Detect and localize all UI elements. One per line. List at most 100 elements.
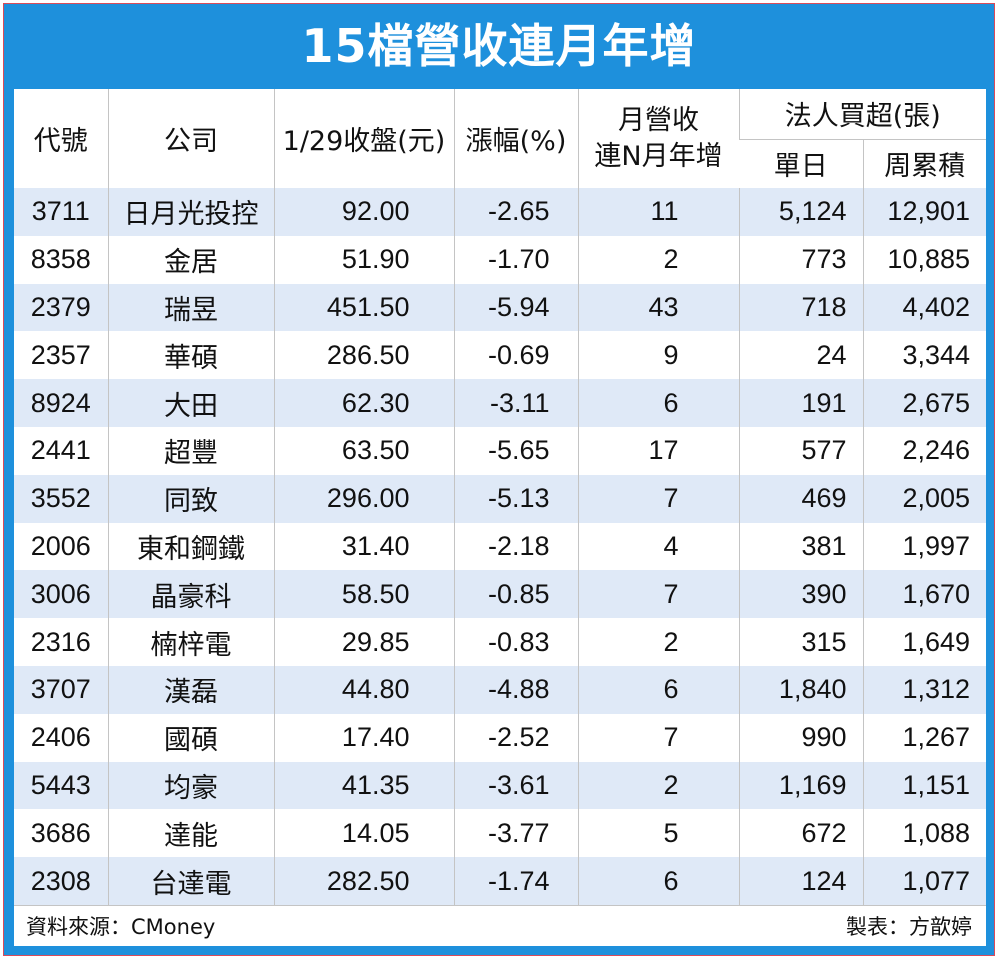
cell-weekly: 1,151 bbox=[862, 761, 987, 810]
cell-close: 63.50 bbox=[273, 426, 454, 475]
table-row: 3552 同致 296.00 -5.13 7 469 2,005 bbox=[14, 474, 987, 523]
cell-months: 7 bbox=[577, 474, 739, 523]
cell-close: 31.40 bbox=[273, 522, 454, 571]
cell-change: -2.65 bbox=[453, 188, 578, 236]
cell-close: 44.80 bbox=[273, 665, 454, 714]
cell-company: 漢磊 bbox=[107, 665, 274, 714]
cell-change: -5.94 bbox=[453, 283, 578, 332]
cell-code: 3552 bbox=[14, 474, 108, 523]
cell-company: 均豪 bbox=[107, 761, 274, 810]
cell-change: -5.65 bbox=[453, 426, 578, 475]
cell-single: 390 bbox=[738, 570, 863, 619]
cell-company: 台達電 bbox=[107, 857, 274, 905]
table-row: 2308 台達電 282.50 -1.74 6 124 1,077 bbox=[14, 857, 987, 905]
cell-weekly: 4,402 bbox=[862, 283, 987, 332]
cell-months: 4 bbox=[577, 522, 739, 571]
table-row: 2379 瑞昱 451.50 -5.94 43 718 4,402 bbox=[14, 283, 987, 332]
cell-single: 773 bbox=[738, 235, 863, 284]
cell-change: -4.88 bbox=[453, 665, 578, 714]
cell-single: 718 bbox=[738, 283, 863, 332]
cell-weekly: 1,997 bbox=[862, 522, 987, 571]
cell-months: 2 bbox=[577, 761, 739, 810]
table-row: 2316 楠梓電 29.85 -0.83 2 315 1,649 bbox=[14, 618, 987, 666]
cell-company: 楠梓電 bbox=[107, 618, 274, 666]
cell-code: 3686 bbox=[14, 809, 108, 858]
cell-months: 6 bbox=[577, 665, 739, 714]
footer: 資料來源：CMoney 製表：方歆婷 bbox=[14, 905, 986, 946]
cell-company: 超豐 bbox=[107, 426, 274, 475]
cell-single: 381 bbox=[738, 522, 863, 571]
header-months: 月營收 連N月年增 bbox=[577, 89, 739, 188]
cell-weekly: 10,885 bbox=[862, 235, 987, 284]
cell-change: -0.85 bbox=[453, 570, 578, 619]
table-row: 2441 超豐 63.50 -5.65 17 577 2,246 bbox=[14, 426, 987, 475]
cell-weekly: 2,005 bbox=[862, 474, 987, 523]
table-row: 5443 均豪 41.35 -3.61 2 1,169 1,151 bbox=[14, 761, 987, 810]
table-panel: 代號 公司 1/29收盤(元) 漲幅(%) 月營收 連N月年增 法人買超(張) … bbox=[14, 89, 987, 946]
cell-weekly: 1,077 bbox=[862, 857, 987, 905]
cell-change: -3.77 bbox=[453, 809, 578, 858]
cell-close: 14.05 bbox=[273, 809, 454, 858]
cell-company: 達能 bbox=[107, 809, 274, 858]
cell-close: 51.90 bbox=[273, 235, 454, 284]
cell-change: -0.83 bbox=[453, 618, 578, 666]
header-months-line1: 月營收 bbox=[618, 104, 699, 136]
header-institutional: 法人買超(張) bbox=[738, 89, 987, 139]
table-row: 2357 華碩 286.50 -0.69 9 24 3,344 bbox=[14, 331, 987, 380]
cell-code: 2006 bbox=[14, 522, 108, 571]
table-row: 3006 晶豪科 58.50 -0.85 7 390 1,670 bbox=[14, 570, 987, 619]
stock-table: 代號 公司 1/29收盤(元) 漲幅(%) 月營收 連N月年增 法人買超(張) … bbox=[14, 89, 987, 905]
cell-weekly: 1,312 bbox=[862, 665, 987, 714]
cell-change: -2.52 bbox=[453, 713, 578, 762]
cell-company: 日月光投控 bbox=[107, 188, 274, 236]
cell-weekly: 1,649 bbox=[862, 618, 987, 666]
table-row: 2406 國碩 17.40 -2.52 7 990 1,267 bbox=[14, 713, 987, 762]
cell-close: 41.35 bbox=[273, 761, 454, 810]
cell-close: 17.40 bbox=[273, 713, 454, 762]
page-title: 15檔營收連月年增 bbox=[301, 19, 697, 73]
cell-code: 5443 bbox=[14, 761, 108, 810]
cell-months: 9 bbox=[577, 331, 739, 380]
cell-weekly: 2,246 bbox=[862, 426, 987, 475]
cell-close: 286.50 bbox=[273, 331, 454, 380]
cell-close: 58.50 bbox=[273, 570, 454, 619]
cell-weekly: 2,675 bbox=[862, 379, 987, 427]
cell-single: 124 bbox=[738, 857, 863, 905]
cell-weekly: 3,344 bbox=[862, 331, 987, 380]
cell-change: -3.11 bbox=[453, 379, 578, 427]
cell-months: 5 bbox=[577, 809, 739, 858]
cell-months: 43 bbox=[577, 283, 739, 332]
cell-single: 469 bbox=[738, 474, 863, 523]
cell-single: 24 bbox=[738, 331, 863, 380]
cell-single: 577 bbox=[738, 426, 863, 475]
cell-weekly: 1,670 bbox=[862, 570, 987, 619]
cell-months: 7 bbox=[577, 570, 739, 619]
table-row: 3707 漢磊 44.80 -4.88 6 1,840 1,312 bbox=[14, 665, 987, 714]
cell-close: 29.85 bbox=[273, 618, 454, 666]
cell-change: -1.74 bbox=[453, 857, 578, 905]
cell-change: -5.13 bbox=[453, 474, 578, 523]
cell-months: 7 bbox=[577, 713, 739, 762]
cell-company: 晶豪科 bbox=[107, 570, 274, 619]
cell-single: 1,840 bbox=[738, 665, 863, 714]
header-close: 1/29收盤(元) bbox=[273, 89, 454, 188]
cell-months: 2 bbox=[577, 235, 739, 284]
table-row: 3686 達能 14.05 -3.77 5 672 1,088 bbox=[14, 809, 987, 858]
header-single-day: 單日 bbox=[739, 138, 863, 188]
header-company: 公司 bbox=[107, 89, 274, 188]
cell-company: 同致 bbox=[107, 474, 274, 523]
cell-months: 2 bbox=[577, 618, 739, 666]
table-row: 8924 大田 62.30 -3.11 6 191 2,675 bbox=[14, 379, 987, 427]
cell-single: 191 bbox=[738, 379, 863, 427]
cell-close: 92.00 bbox=[273, 188, 454, 236]
header-weekly: 周累積 bbox=[862, 138, 987, 188]
title-bar: 15檔營收連月年增 bbox=[4, 4, 994, 82]
infographic-frame: 15檔營收連月年增 代號 公司 1/29收盤(元) 漲幅(%) bbox=[3, 3, 995, 956]
cell-company: 大田 bbox=[107, 379, 274, 427]
table-row: 3711 日月光投控 92.00 -2.65 11 5,124 12,901 bbox=[14, 188, 987, 236]
cell-change: -2.18 bbox=[453, 522, 578, 571]
cell-company: 瑞昱 bbox=[107, 283, 274, 332]
cell-company: 金居 bbox=[107, 235, 274, 284]
cell-code: 3711 bbox=[14, 188, 108, 236]
cell-code: 3707 bbox=[14, 665, 108, 714]
